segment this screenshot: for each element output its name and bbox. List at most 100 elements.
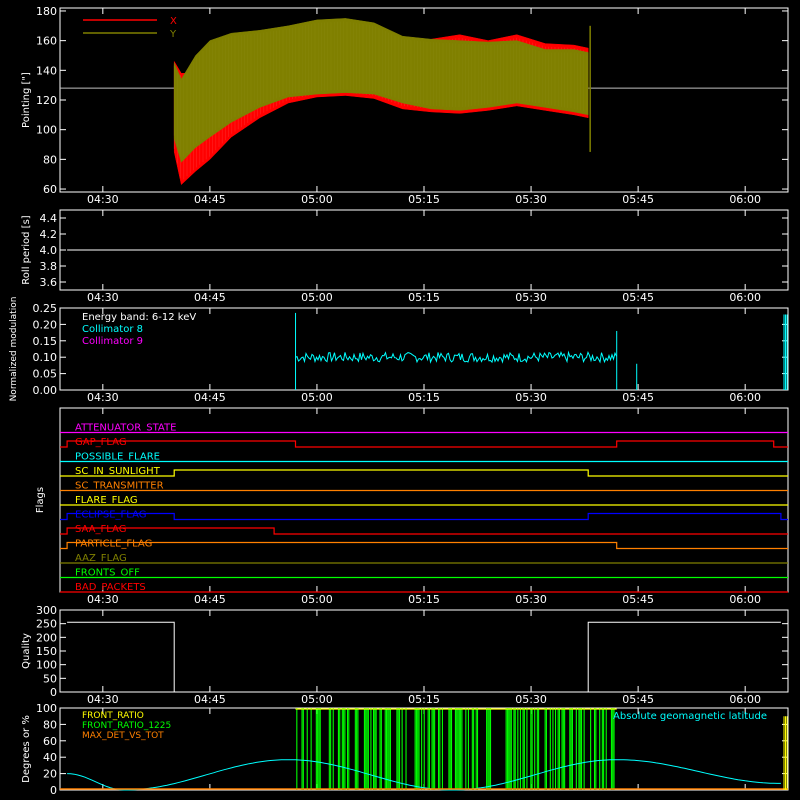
flag-label-fronts-off: FRONTS_OFF (75, 568, 140, 579)
degrees-ytick-label: 20 (43, 768, 57, 781)
pointing-ytick-label: 180 (36, 5, 57, 18)
quality-ytick-label: 200 (36, 631, 57, 644)
pointing-xtick-label: 04:30 (87, 193, 119, 206)
modulation-ytick-label: 0.05 (33, 368, 58, 381)
quality-ytick-label: 50 (43, 672, 57, 685)
pointing-xtick-label: 06:00 (729, 193, 761, 206)
flag-label-sc-in-sunlight: SC_IN_SUNLIGHT (75, 466, 161, 477)
quality-xtick-label: 04:45 (194, 693, 226, 706)
pointing-series-y-oscillation (173, 21, 588, 157)
quality-ytick-label: 150 (36, 645, 57, 658)
pointing-ytick-label: 80 (43, 153, 57, 166)
modulation-ytick-label: 0.00 (33, 384, 58, 397)
modulation-collimator-8-line (295, 350, 617, 364)
pointing-ylabel: Pointing ["] (21, 72, 32, 128)
degrees-legend-item: MAX_DET_VS_TOT (82, 731, 164, 741)
flag-line-sc-in-sunlight (60, 469, 788, 477)
quality-ytick-label: 0 (50, 686, 57, 699)
modulation-xtick-label: 06:00 (729, 391, 761, 404)
modulation-xtick-label: 05:00 (301, 391, 333, 404)
pointing-ytick-label: 160 (36, 35, 57, 48)
quality-xtick-label: 04:30 (87, 693, 119, 706)
degrees-ytick-label: 40 (43, 751, 57, 764)
degrees-legend-item: FRONT_RATIO_1225 (82, 721, 171, 731)
flag-label-sc-transmitter: SC_TRANSMITTER (75, 481, 164, 492)
modulation-ytick-label: 0.10 (33, 351, 58, 364)
flag-label-flare-flag: FLARE_FLAG (75, 495, 138, 506)
degrees-legend-item: FRONT_RATIO (82, 711, 144, 721)
pointing-ytick-label: 100 (36, 124, 57, 137)
flag-label-aaz-flag: AAZ_FLAG (75, 553, 127, 564)
flags-frame (59, 407, 789, 593)
flag-label-gap-flag: GAP_FLAG (75, 437, 127, 448)
degrees-ylabel: Degrees or % (21, 715, 32, 783)
quality-ylabel: Quality (21, 633, 32, 669)
quality-xtick-label: 06:00 (729, 693, 761, 706)
flags-xtick-label: 06:00 (729, 593, 761, 606)
quality-xtick-label: 05:15 (408, 693, 440, 706)
roll-ytick-label: 4.4 (40, 212, 58, 225)
quality-xtick-label: 05:30 (515, 693, 547, 706)
quality-ytick-label: 300 (36, 604, 57, 617)
roll-xtick-label: 05:45 (622, 291, 654, 304)
modulation-legend-item: Collimator 8 (82, 324, 143, 335)
degrees-front-ratio-1225-bars (296, 708, 615, 790)
degrees-geomagnetic-latitude-line (67, 759, 781, 791)
modulation-ytick-label: 0.15 (33, 335, 58, 348)
modulation-xtick-label: 04:45 (194, 391, 226, 404)
roll-xtick-label: 05:30 (515, 291, 547, 304)
degrees-right-legend: Absolute geomagnetic latitude (613, 711, 767, 722)
roll-xtick-label: 06:00 (729, 291, 761, 304)
flag-label-attenuator-state: ATTENUATOR_STATE (75, 423, 176, 434)
pointing-legend-x: X (170, 16, 177, 27)
roll-xtick-label: 05:00 (301, 291, 333, 304)
flags-xtick-label: 05:30 (515, 593, 547, 606)
flag-line-particle-flag (60, 541, 788, 550)
flag-label-bad-packets: BAD_PACKETS (75, 582, 146, 593)
roll-ytick-label: 4.0 (40, 244, 58, 257)
degrees-ytick-label: 80 (43, 718, 57, 731)
flags-xtick-label: 05:15 (408, 593, 440, 606)
pointing-ytick-label: 60 (43, 183, 57, 196)
modulation-xtick-label: 05:15 (408, 391, 440, 404)
quality-ytick-label: 100 (36, 659, 57, 672)
modulation-xtick-label: 05:30 (515, 391, 547, 404)
pointing-ytick-label: 140 (36, 64, 57, 77)
pointing-xtick-label: 05:45 (622, 193, 654, 206)
degrees-ytick-label: 60 (43, 735, 57, 748)
flags-ylabel: Flags (35, 487, 46, 513)
flag-label-saa-flag: SAA_FLAG (75, 524, 126, 535)
modulation-ylabel: Normalized modulation (9, 297, 19, 402)
pointing-ytick-label: 120 (36, 94, 57, 107)
modulation-ytick-label: 0.20 (33, 318, 58, 331)
roll-xtick-label: 05:15 (408, 291, 440, 304)
flags-xtick-label: 05:45 (622, 593, 654, 606)
roll-ytick-label: 4.2 (40, 228, 58, 241)
flag-line-eclipse-flag (60, 512, 788, 521)
pointing-xtick-label: 05:30 (515, 193, 547, 206)
roll-xtick-label: 04:30 (87, 291, 119, 304)
modulation-legend-item: Energy band: 6-12 keV (82, 312, 196, 323)
modulation-xtick-label: 05:45 (622, 391, 654, 404)
flag-label-eclipse-flag: ECLIPSE_FLAG (75, 510, 146, 521)
flags-xtick-label: 04:45 (194, 593, 226, 606)
flag-line-saa-flag (60, 527, 788, 535)
quality-xtick-label: 05:00 (301, 693, 333, 706)
pointing-legend-y: Y (169, 29, 177, 40)
degrees-ytick-label: 100 (36, 702, 57, 715)
roll-xtick-label: 04:45 (194, 291, 226, 304)
pointing-xtick-label: 05:00 (301, 193, 333, 206)
flag-label-particle-flag: PARTICLE_FLAG (75, 539, 152, 550)
quality-ytick-label: 250 (36, 618, 57, 631)
pointing-xtick-label: 05:15 (408, 193, 440, 206)
modulation-legend-item: Collimator 9 (82, 336, 143, 347)
degrees-ytick-label: 0 (50, 784, 57, 797)
pointing-xtick-label: 04:45 (194, 193, 226, 206)
roll-ylabel: Roll period [s] (21, 215, 32, 284)
flags-xtick-label: 04:30 (87, 593, 119, 606)
modulation-xtick-label: 04:30 (87, 391, 119, 404)
modulation-ytick-label: 0.25 (33, 302, 58, 315)
roll-ytick-label: 3.6 (40, 276, 58, 289)
roll-ytick-label: 3.8 (40, 260, 58, 273)
